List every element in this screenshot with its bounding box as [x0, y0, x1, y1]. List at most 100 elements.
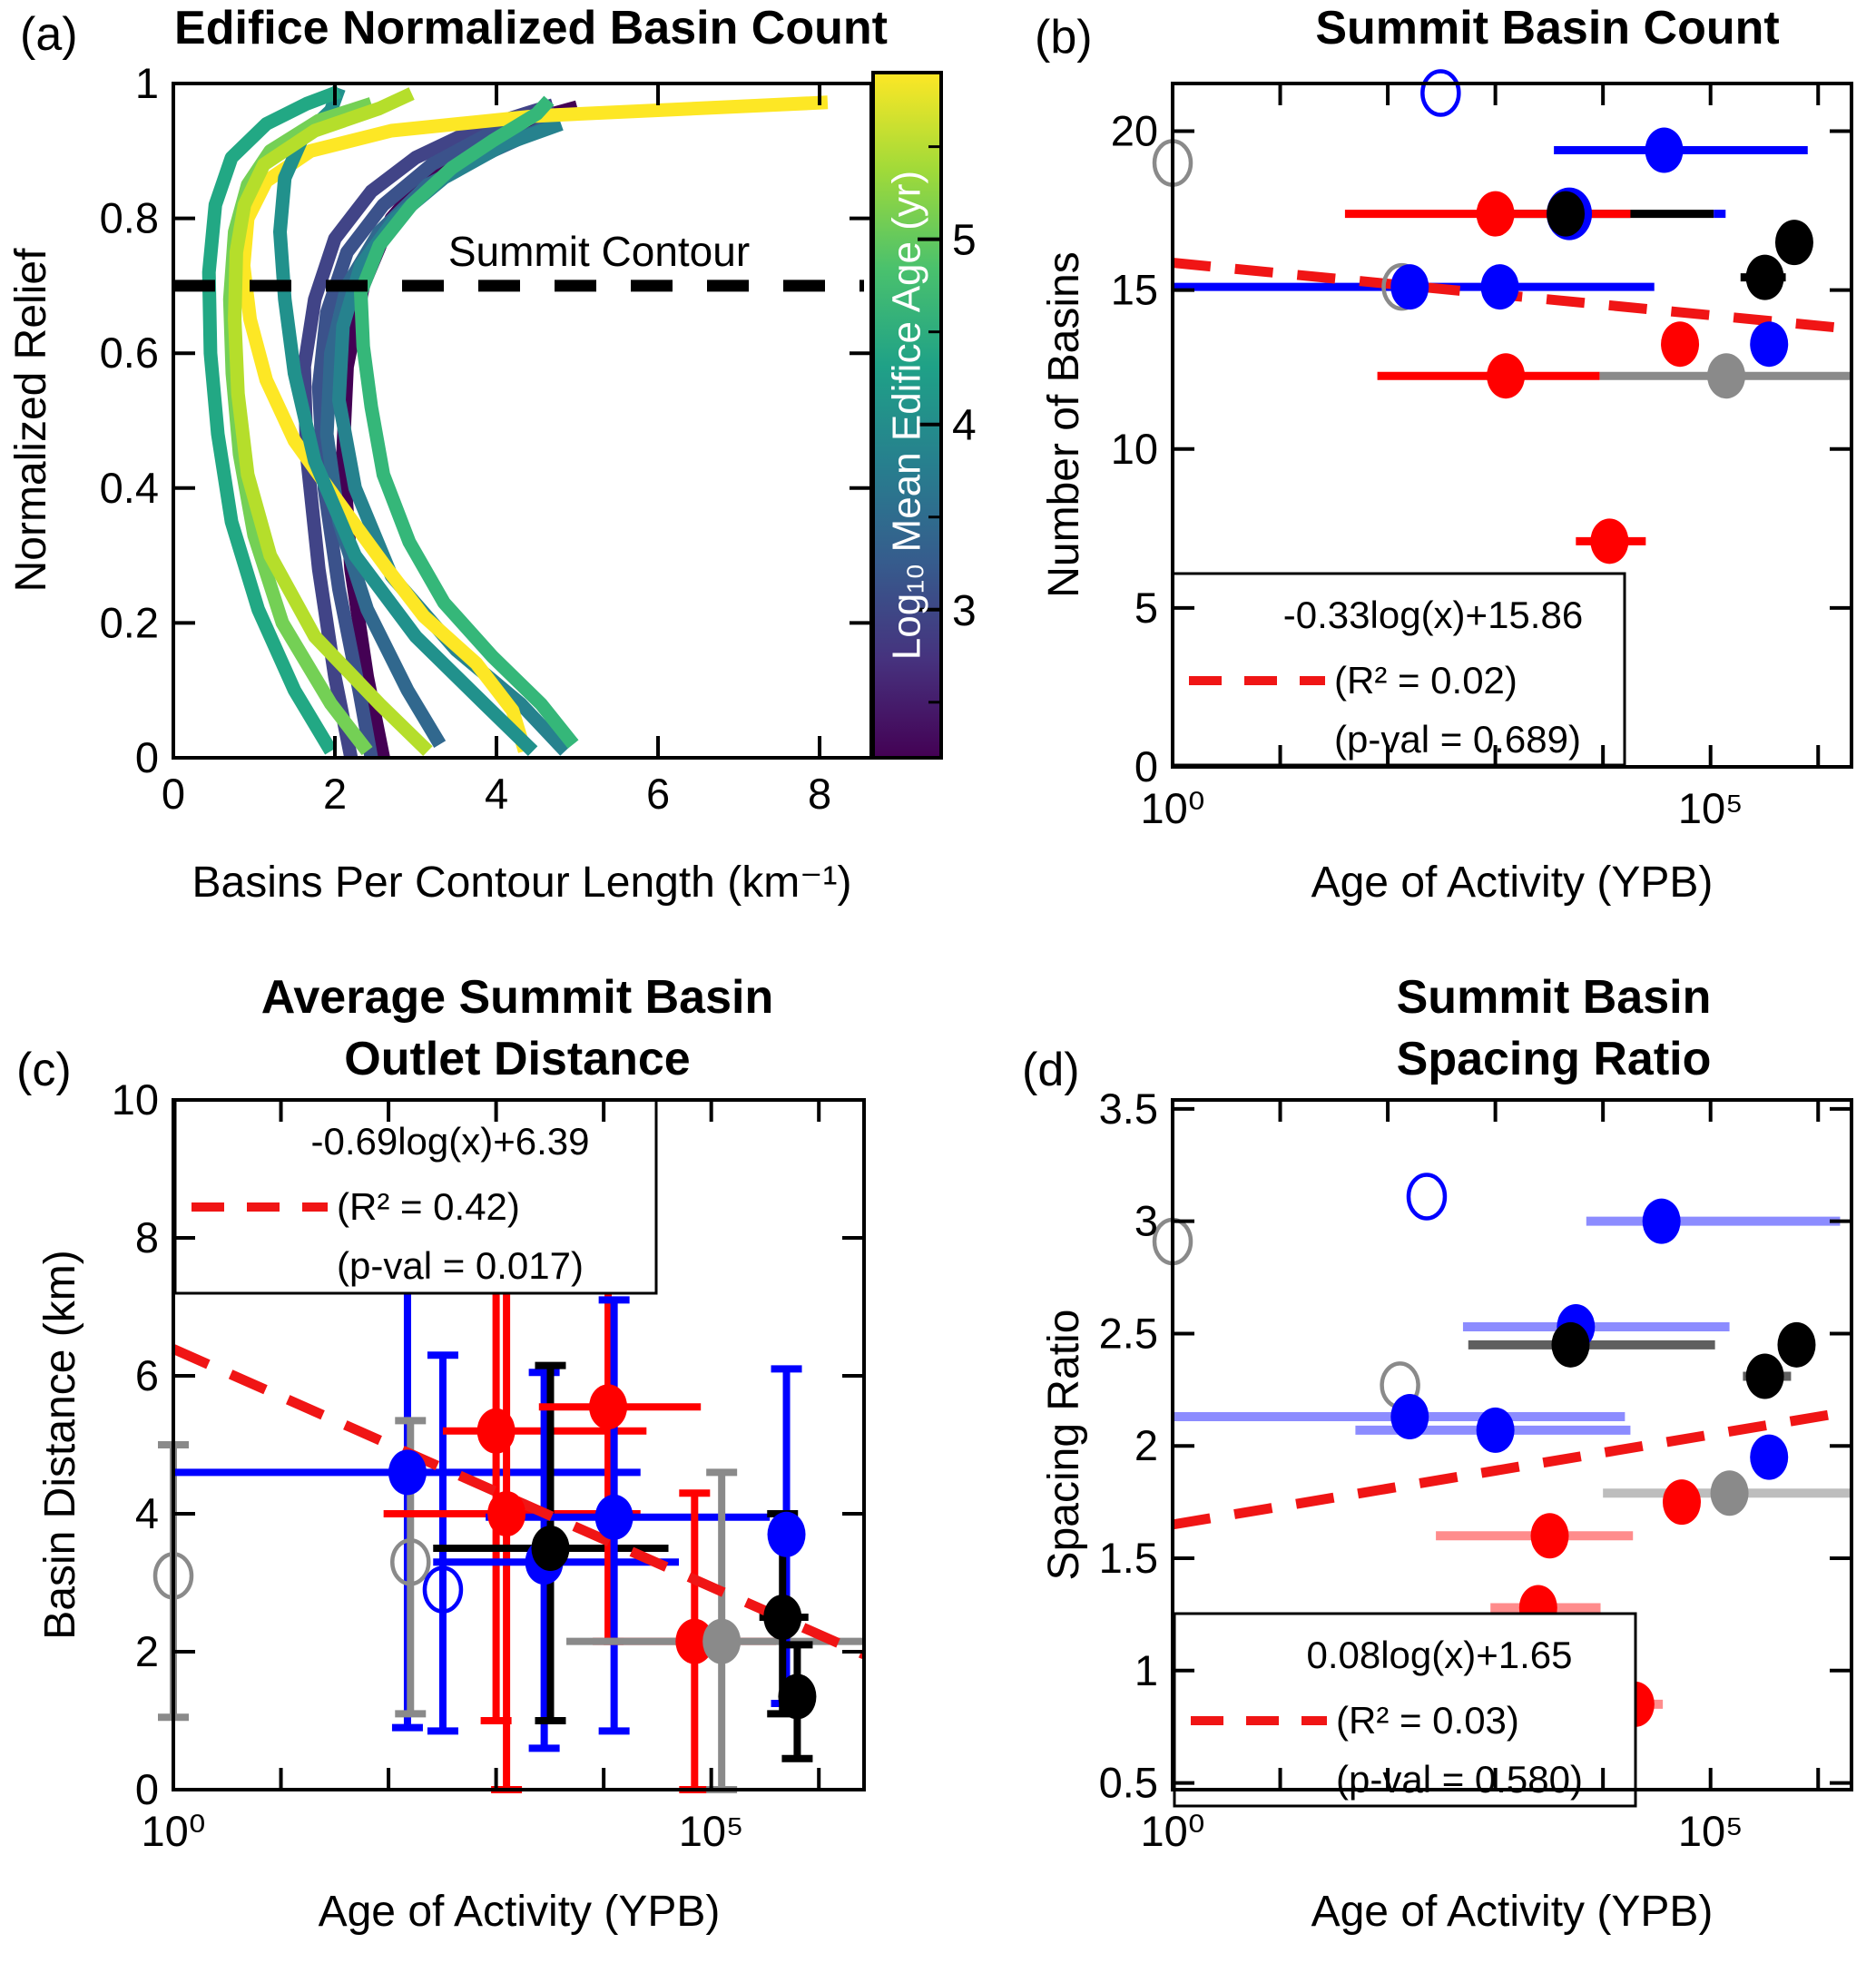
panel-title: Edifice Normalized Basin Count [174, 2, 888, 54]
data-point-black [1551, 1321, 1590, 1368]
panel-title-line2: Outlet Distance [344, 1033, 690, 1085]
data-point-black [531, 1526, 570, 1571]
panel-a: Summit Contour 0 2 4 6 8 0 0.2 0.4 0.6 0.8 1 Edifice… [7, 2, 977, 907]
data-points [152, 1384, 817, 1720]
data-point-blue [1480, 264, 1519, 310]
y-tick-label: 0 [135, 733, 159, 781]
line-series-group [201, 84, 829, 760]
x-axis-label: Basins Per Contour Length (km⁻¹) [192, 859, 852, 907]
x-tick-label: 2 [323, 770, 347, 818]
y-tick-label: 15 [1111, 266, 1158, 314]
y-axis-label: Normalized Relief [7, 248, 55, 592]
panel-c: -0.69log(x)+6.39 (R² = 0.42) (p-val = 0.01… [16, 971, 867, 1936]
y-tick-label: 4 [135, 1489, 159, 1537]
data-point-black [1745, 1353, 1784, 1399]
data-point-blue [1645, 127, 1684, 173]
y-tick-label: 1 [1134, 1646, 1158, 1694]
panel-title-line1: Summit Basin [1397, 971, 1712, 1024]
plot-border [1171, 82, 1853, 769]
y-tick-label: 20 [1111, 107, 1158, 155]
series-line-edifice-green-right [354, 95, 579, 749]
panel-title-line1: Average Summit Basin [261, 971, 773, 1024]
data-point-open-blue [1420, 69, 1461, 117]
y-tick-label: 3 [1134, 1197, 1158, 1245]
data-point-blue [1750, 321, 1789, 368]
y-tick-label: 0.4 [100, 464, 159, 512]
y-tick-label: 1.5 [1099, 1534, 1158, 1582]
y-tick-label: 0.6 [100, 329, 159, 377]
y-tick-label: 6 [135, 1351, 159, 1399]
data-point-black [1777, 1321, 1816, 1368]
legend-r2: (R² = 0.03) [1336, 1699, 1519, 1742]
y-tick-label: 1 [135, 59, 159, 107]
data-point-red [1590, 518, 1629, 564]
summit-contour-label: Summit Contour [448, 228, 750, 275]
data-point-red [675, 1618, 714, 1664]
colorbar: 3 4 5 Log₁₀ Mean Edifice Age (yr) [871, 71, 977, 760]
y-tick-label: 0.2 [100, 598, 159, 646]
panel-letter: (b) [1035, 11, 1093, 64]
data-point-blue [388, 1449, 427, 1496]
legend-r2: (R² = 0.02) [1334, 659, 1517, 702]
x-tick-label: 10⁵ [1678, 1807, 1743, 1855]
data-point-blue [1476, 1407, 1515, 1453]
data-point-gray [1710, 1470, 1749, 1516]
y-tick-label: 2 [135, 1627, 159, 1675]
y-tick-label: 8 [135, 1213, 159, 1261]
colorbar-tick-label: 3 [952, 587, 977, 635]
series-line-edifice-yellow [236, 95, 829, 753]
y-axis-label: Basin Distance (km) [36, 1250, 84, 1639]
data-point-blue [1750, 1434, 1789, 1480]
axis-box-c [172, 1098, 866, 1791]
panel-title-line2: Spacing Ratio [1397, 1033, 1712, 1085]
y-axis-label: Spacing Ratio [1040, 1310, 1088, 1581]
x-tick-label: 10⁰ [1140, 1807, 1204, 1855]
panel-b: -0.33log(x)+15.86 (R² = 0.02) (p-val = 0.6… [1035, 2, 1853, 907]
legend-box [173, 1098, 658, 1295]
legend-pval: (p-val = 0.017) [337, 1244, 584, 1287]
data-point-blue [1390, 264, 1429, 310]
x-axis-label: Age of Activity (YPB) [1311, 1888, 1714, 1936]
series-line-edifice-yellowgreen [228, 87, 433, 756]
x-axis-label: Age of Activity (YPB) [1311, 859, 1714, 907]
panel-letter: (c) [16, 1044, 72, 1096]
x-tick-label: 8 [808, 770, 831, 818]
series-line-edifice-green-left [201, 84, 342, 755]
trend-line [1172, 1406, 1852, 1530]
axis-box-b [1171, 82, 1853, 769]
data-point-red [1487, 353, 1526, 399]
data-point-open-blue [1406, 1173, 1448, 1221]
colorbar-label: Log₁₀ Mean Edifice Age (yr) [885, 171, 929, 660]
y-tick-label: 0 [135, 1765, 159, 1813]
y-axis-label: Number of Basins [1040, 251, 1088, 598]
legend-box [1171, 572, 1626, 767]
y-tick-label: 10 [1111, 425, 1158, 473]
data-point-black [1774, 220, 1813, 266]
data-point-red [476, 1408, 516, 1454]
y-tick-label: 0.8 [100, 194, 159, 242]
data-point-red [589, 1384, 628, 1430]
legend-pval: (p-val = 0.580) [1336, 1758, 1583, 1801]
series-line-edifice-blue [311, 109, 540, 760]
x-tick-label: 6 [646, 770, 670, 818]
legend-box [1173, 1612, 1637, 1808]
panel-letter: (d) [1022, 1044, 1080, 1096]
y-tick-label: 3.5 [1099, 1085, 1158, 1133]
data-point-blue [767, 1511, 806, 1557]
data-point-blue [1390, 1394, 1429, 1440]
data-point-blue [1642, 1198, 1681, 1244]
legend-c: -0.69log(x)+6.39 (R² = 0.42) (p-val = 0.01… [173, 1098, 658, 1295]
legend-equation: 0.08log(x)+1.65 [1306, 1634, 1572, 1676]
y-tick-label: 0 [1134, 742, 1158, 790]
legend-b: -0.33log(x)+15.86 (R² = 0.02) (p-val = 0.6… [1171, 572, 1626, 767]
y-tick-label: 5 [1134, 584, 1158, 632]
data-point-black [1745, 254, 1784, 300]
legend-d: 0.08log(x)+1.65 (R² = 0.03) (p-val = 0.580… [1173, 1612, 1637, 1808]
data-point-black [763, 1595, 802, 1640]
data-point-open-gray [390, 1537, 431, 1586]
x-tick-label: 10⁰ [1140, 784, 1204, 832]
data-point-red [1662, 1479, 1701, 1526]
legend-equation: -0.33log(x)+15.86 [1283, 594, 1583, 636]
